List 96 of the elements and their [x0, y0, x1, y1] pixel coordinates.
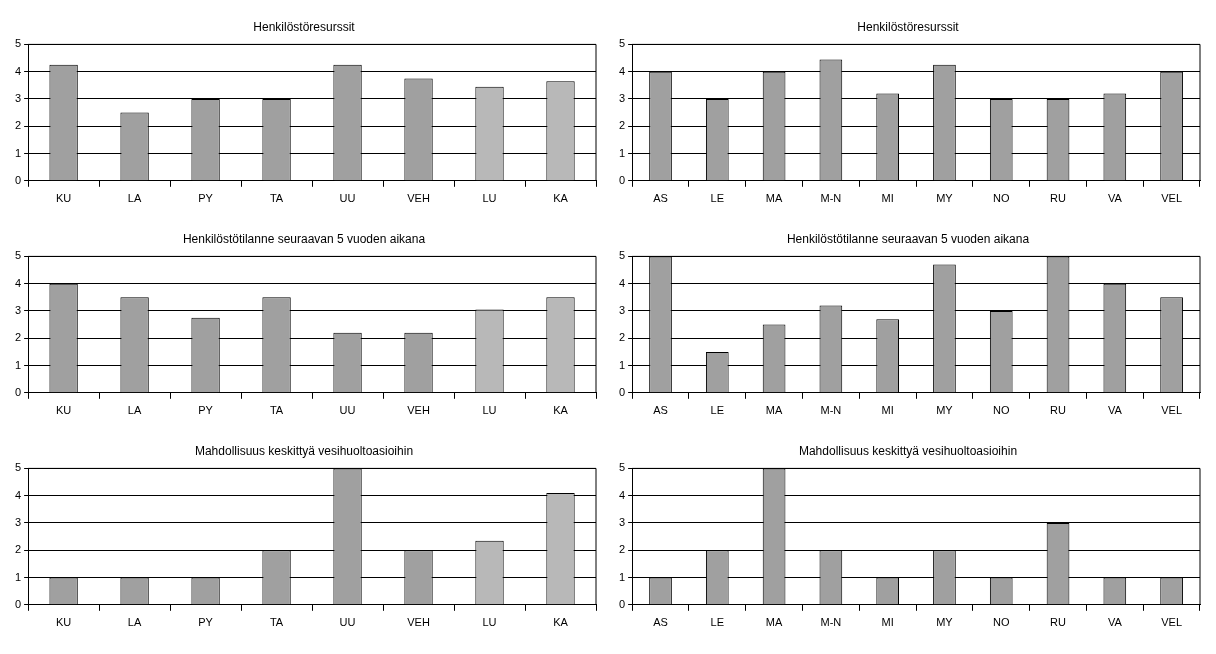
x-tick-label: VEL: [1161, 404, 1182, 417]
y-tick-label: 2: [618, 119, 626, 132]
x-tick-label: AS: [653, 404, 668, 417]
x-tick-label: VEH: [407, 616, 430, 629]
x-tick-label: M-N: [820, 616, 842, 629]
y-tick-label: 4: [14, 64, 22, 77]
y-tick-label: 1: [618, 146, 626, 159]
chart-title: Henkilöstöresurssit: [857, 19, 960, 34]
x-tick-label: M-N: [820, 192, 842, 205]
x-tick-label: RU: [1050, 192, 1067, 205]
y-tick-label: 2: [618, 543, 626, 556]
x-tick-label: AS: [653, 616, 668, 629]
x-tick-label: VA: [1107, 616, 1123, 629]
x-tick-label: VA: [1107, 404, 1123, 417]
x-tick-label: NO: [992, 404, 1010, 417]
y-tick-label: 3: [618, 515, 626, 528]
y-tick-label: 3: [618, 91, 626, 104]
y-tick-label: 0: [618, 385, 626, 398]
chart-title: Henkilöstötilanne seuraavan 5 vuoden aikana: [786, 231, 1030, 246]
x-tick-label: RU: [1050, 616, 1067, 629]
x-tick-label: AS: [653, 192, 668, 205]
y-tick-label: 4: [618, 276, 626, 289]
x-tick-label: TA: [269, 192, 284, 205]
x-tick-label: LA: [127, 404, 142, 417]
x-tick-label: PY: [198, 404, 214, 417]
x-tick-label: KU: [55, 192, 72, 205]
x-tick-label: LE: [710, 404, 725, 417]
x-tick-label: KA: [553, 404, 569, 417]
x-tick-label: KU: [55, 616, 72, 629]
x-tick-label: NO: [992, 192, 1010, 205]
x-tick-label: PY: [198, 616, 214, 629]
x-tick-label: LE: [710, 192, 725, 205]
y-tick-label: 1: [14, 570, 22, 583]
x-tick-label: VEH: [407, 404, 430, 417]
y-tick-label: 5: [14, 37, 22, 50]
y-tick-label: 0: [618, 173, 626, 186]
y-tick-label: 2: [14, 331, 22, 344]
chart-title: Henkilöstötilanne seuraavan 5 vuoden aikana: [182, 231, 426, 246]
x-tick-label: MA: [765, 192, 783, 205]
x-tick-label: MY: [936, 404, 954, 417]
x-tick-label: MI: [881, 404, 894, 417]
x-tick-label: TA: [269, 404, 284, 417]
x-tick-label: UU: [339, 404, 356, 417]
y-tick-label: 3: [14, 515, 22, 528]
y-tick-label: 1: [618, 570, 626, 583]
x-tick-label: LA: [127, 616, 142, 629]
x-tick-label: VEH: [407, 192, 430, 205]
y-tick-label: 0: [14, 173, 22, 186]
x-tick-label: LE: [710, 616, 725, 629]
y-tick-label: 3: [14, 303, 22, 316]
x-tick-label: LU: [482, 404, 497, 417]
x-tick-label: MY: [936, 616, 954, 629]
x-tick-label: KA: [553, 616, 569, 629]
y-tick-label: 5: [14, 249, 22, 262]
y-tick-label: 5: [14, 461, 22, 474]
x-tick-label: LA: [127, 192, 142, 205]
x-tick-label: UU: [339, 616, 356, 629]
x-tick-label: KU: [55, 404, 72, 417]
y-tick-label: 0: [14, 385, 22, 398]
chart-title: Henkilöstöresurssit: [253, 19, 356, 34]
x-tick-label: LU: [482, 192, 497, 205]
x-tick-label: MY: [936, 192, 954, 205]
y-tick-label: 2: [618, 331, 626, 344]
y-tick-label: 3: [618, 303, 626, 316]
x-tick-label: MI: [881, 192, 894, 205]
y-tick-label: 2: [14, 543, 22, 556]
y-tick-label: 1: [14, 146, 22, 159]
x-tick-label: RU: [1050, 404, 1067, 417]
x-tick-label: PY: [198, 192, 214, 205]
x-tick-label: NO: [992, 616, 1010, 629]
chart-title: Mahdollisuus keskittyä vesihuoltoasioihin: [798, 443, 1018, 458]
x-tick-label: VEL: [1161, 616, 1182, 629]
y-tick-label: 4: [618, 64, 626, 77]
x-tick-label: LU: [482, 616, 497, 629]
y-tick-label: 0: [14, 597, 22, 610]
chart-title: Mahdollisuus keskittyä vesihuoltoasioihin: [194, 443, 414, 458]
x-tick-label: MI: [881, 616, 894, 629]
y-tick-label: 1: [618, 358, 626, 371]
x-tick-label: VA: [1107, 192, 1123, 205]
y-tick-label: 5: [618, 461, 626, 474]
y-tick-label: 3: [14, 91, 22, 104]
x-tick-label: VEL: [1161, 192, 1182, 205]
y-tick-label: 5: [618, 249, 626, 262]
y-tick-label: 4: [618, 488, 626, 501]
x-tick-label: KA: [553, 192, 569, 205]
y-tick-label: 1: [14, 358, 22, 371]
y-tick-label: 4: [14, 488, 22, 501]
x-tick-label: TA: [269, 616, 284, 629]
x-tick-label: M-N: [820, 404, 842, 417]
y-tick-label: 5: [618, 37, 626, 50]
x-tick-label: MA: [765, 404, 783, 417]
y-tick-label: 0: [618, 597, 626, 610]
y-tick-label: 4: [14, 276, 22, 289]
x-tick-label: MA: [765, 616, 783, 629]
x-tick-label: UU: [339, 192, 356, 205]
y-tick-label: 2: [14, 119, 22, 132]
